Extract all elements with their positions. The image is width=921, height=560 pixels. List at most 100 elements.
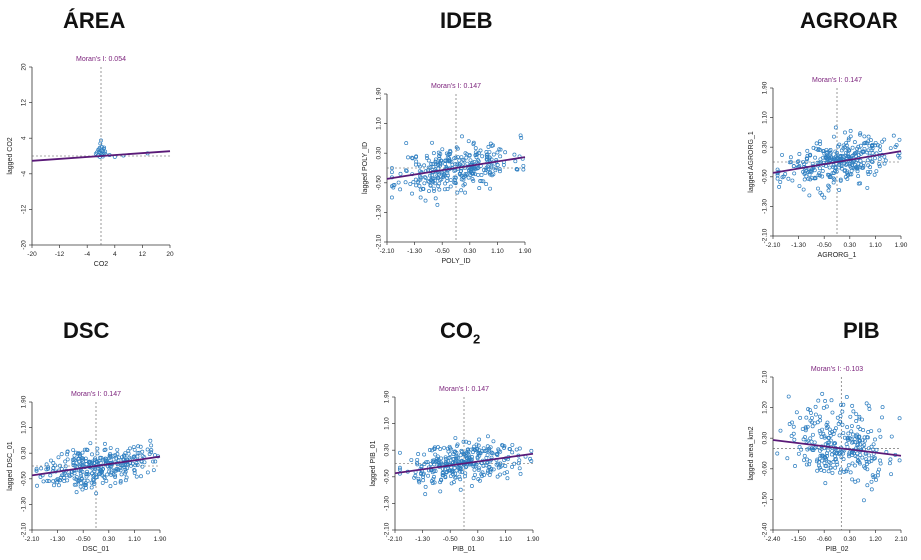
data-point [828,150,833,155]
data-point [78,462,83,467]
data-point [108,484,113,489]
data-point [830,410,835,415]
data-point [441,172,446,176]
data-point [775,167,780,172]
data-point [866,139,871,144]
data-point [835,415,840,420]
data-point [95,466,100,471]
data-point [508,447,512,452]
data-point [807,193,812,198]
data-point [462,158,467,163]
data-point [865,169,870,174]
y-tick-label: -1.30 [762,199,769,214]
data-point [80,487,85,492]
data-point [122,471,127,476]
data-point [113,473,118,478]
data-point [431,186,436,191]
data-point [436,163,441,167]
data-point [814,141,819,146]
data-point [872,156,877,161]
data-point [817,414,822,419]
data-point [807,462,812,467]
data-point [865,483,870,488]
data-point [389,170,394,175]
data-point [518,133,523,138]
data-point [869,159,874,164]
data-point [808,436,813,441]
data-point [119,472,124,477]
data-point [878,458,882,463]
data-point [824,456,828,461]
data-point [862,134,867,139]
data-point [822,460,827,465]
data-point [49,458,53,463]
data-point [789,434,794,438]
data-point [451,480,456,485]
data-point [860,438,865,443]
x-axis-label: PIB_01 [453,546,476,553]
data-point [461,177,466,182]
data-point [433,452,438,457]
data-point [442,187,447,192]
data-point [515,167,520,172]
data-point [153,459,158,464]
data-point [426,473,431,478]
data-point [833,125,838,130]
x-tick-label: 1.10 [499,536,512,543]
data-point [123,467,128,472]
data-point [103,447,108,452]
moran-scatter-co2: Moran's I: 0.147 -2.10 -1.30 -0.50 0.30 1.10 1… [370,386,540,553]
data-point [461,439,466,444]
data-point [431,476,436,481]
data-point [844,469,849,474]
data-point [835,462,840,467]
data-point [108,465,113,470]
data-point [423,492,428,497]
y-tick-label: 1.10 [762,111,769,124]
moran-i-label: Moran's I: -0.103 [811,366,863,373]
y-tick-label: 1.90 [376,87,383,100]
data-point [512,461,517,466]
data-point [826,183,831,188]
data-point [897,137,902,142]
data-point [107,453,112,458]
data-point [124,475,129,480]
data-point [521,163,526,168]
data-point [422,452,427,457]
data-point [487,157,492,162]
data-point [794,410,799,415]
data-point [472,467,477,472]
moran-scatter-area: Moran's I: 0.054 -20 -12 -4 4 12 20 -20 -12 -4 4 12… [7,56,174,268]
data-point [389,195,394,200]
data-point [77,478,82,483]
y-tick-label: 12 [21,99,28,107]
data-point [485,460,489,465]
data-point [529,448,534,453]
data-point [792,437,797,442]
data-point [427,189,431,193]
data-point [841,451,846,456]
data-point [140,454,145,459]
y-tick-label: 2.10 [762,370,769,383]
co2-title-subscript: 2 [473,331,481,347]
data-point [398,171,403,176]
data-point [866,403,871,408]
data-point [416,476,421,481]
data-point [109,470,114,475]
data-point [816,147,821,152]
data-point [856,435,861,440]
data-point [820,427,825,432]
data-point [842,145,847,150]
y-tick-label: 20 [21,63,28,71]
data-point [808,177,813,182]
data-point [475,447,480,452]
data-point [396,180,401,185]
moran-i-label: Moran's I: 0.054 [76,56,126,63]
data-point [410,191,414,196]
data-point [804,156,809,161]
x-tick-label: 1.10 [869,242,882,249]
data-point [521,167,526,172]
data-point [94,491,99,496]
data-point [78,484,83,489]
data-point [834,457,839,461]
